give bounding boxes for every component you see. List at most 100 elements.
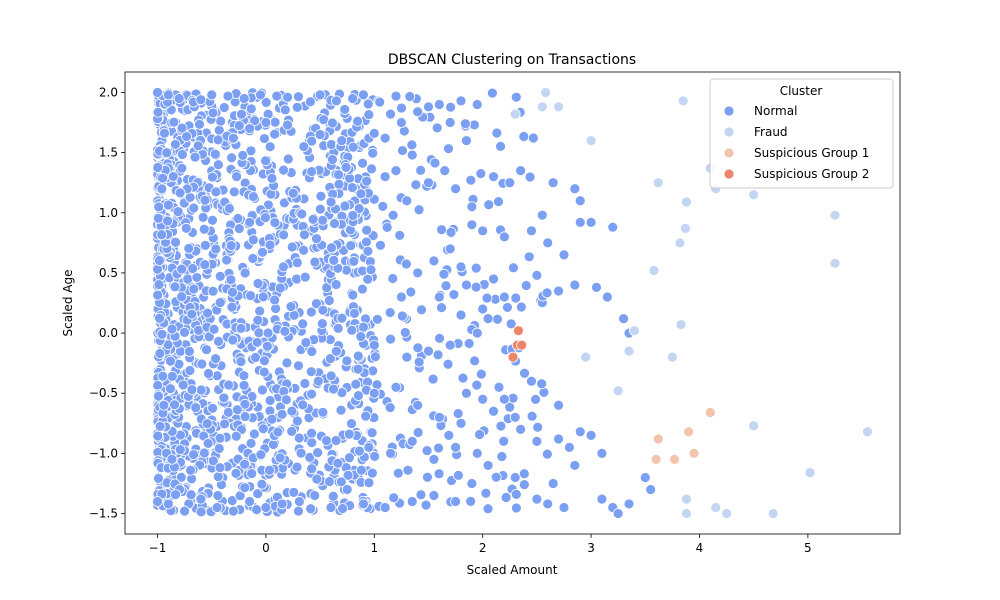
- scatter-point-suspicious-group-1: [683, 426, 695, 438]
- y-tick-label: −1.5: [89, 507, 118, 521]
- scatter-point-normal: [366, 467, 378, 479]
- scatter-point-normal: [255, 89, 266, 101]
- scatter-point-normal: [314, 129, 326, 140]
- scatter-point-normal: [327, 490, 339, 502]
- scatter-point-normal: [523, 251, 535, 263]
- scatter-point-normal: [309, 256, 321, 268]
- scatter-point-normal: [177, 379, 189, 391]
- scatter-point-normal: [300, 337, 312, 348]
- scatter-point-normal: [332, 457, 344, 469]
- scatter-point-normal: [470, 262, 482, 274]
- scatter-point-normal: [395, 117, 407, 128]
- scatter-point-normal: [323, 295, 335, 306]
- scatter-point-normal: [269, 217, 281, 229]
- scatter-point-normal: [363, 477, 375, 489]
- scatter-point-normal: [466, 219, 478, 231]
- scatter-point-normal: [368, 127, 380, 139]
- scatter-point-normal: [264, 395, 276, 406]
- scatter-point-normal: [186, 308, 198, 320]
- x-axis-label: Scaled Amount: [467, 563, 558, 577]
- scatter-point-normal: [341, 355, 353, 367]
- scatter-point-fraud: [540, 87, 551, 98]
- scatter-point-normal: [471, 447, 483, 459]
- scatter-point-fraud: [804, 467, 816, 479]
- scatter-point-normal: [214, 270, 226, 282]
- scatter-point-normal: [355, 188, 367, 200]
- scatter-point-fraud: [748, 420, 760, 432]
- scatter-point-normal: [166, 370, 178, 382]
- scatter-point-normal: [186, 384, 198, 396]
- scatter-point-normal: [372, 313, 383, 325]
- scatter-point-normal: [264, 239, 276, 251]
- scatter-point-normal: [176, 149, 188, 160]
- legend-marker: [723, 105, 735, 117]
- scatter-point-normal: [612, 508, 624, 519]
- scatter-point-normal: [304, 96, 316, 108]
- scatter-point-suspicious-group-1: [704, 407, 716, 418]
- scatter-point-normal: [202, 307, 213, 319]
- scatter-point-normal: [291, 257, 303, 269]
- scatter-point-fraud: [629, 325, 640, 337]
- scatter-point-normal: [329, 218, 340, 229]
- scatter-point-fraud: [580, 351, 592, 363]
- scatter-point-fraud: [652, 177, 664, 189]
- scatter-point-normal: [224, 203, 235, 214]
- scatter-point-normal: [341, 484, 353, 495]
- scatter-point-normal: [346, 324, 358, 336]
- scatter-point-normal: [387, 273, 399, 284]
- scatter-point-normal: [510, 488, 522, 500]
- scatter-point-normal: [553, 433, 564, 445]
- scatter-point-normal: [251, 336, 263, 348]
- scatter-point-normal: [369, 451, 381, 462]
- scatter-point-normal: [347, 210, 359, 221]
- scatter-point-normal: [387, 209, 399, 221]
- scatter-point-normal: [553, 285, 564, 297]
- scatter-point-normal: [450, 183, 461, 195]
- scatter-point-normal: [201, 418, 213, 429]
- scatter-point-normal: [405, 286, 417, 298]
- scatter-point-normal: [198, 447, 210, 459]
- scatter-point-normal: [153, 390, 164, 402]
- scatter-point-normal: [230, 467, 242, 479]
- scatter-point-normal: [460, 118, 471, 130]
- scatter-point-normal: [247, 191, 259, 202]
- chart-title: DBSCAN Clustering on Transactions: [388, 52, 636, 68]
- scatter-point-normal: [305, 366, 317, 378]
- scatter-point-normal: [440, 280, 452, 292]
- scatter-point-normal: [164, 383, 176, 395]
- scatter-point-normal: [342, 469, 354, 481]
- scatter-point-normal: [327, 117, 338, 129]
- scatter-point-normal: [291, 461, 303, 473]
- scatter-point-normal: [196, 358, 208, 370]
- x-tick-label: 1: [370, 541, 378, 555]
- scatter-point-normal: [470, 281, 482, 293]
- plot-frame: [124, 71, 901, 535]
- scatter-point-normal: [276, 408, 288, 420]
- scatter-point-normal: [210, 186, 222, 198]
- scatter-point-normal: [412, 267, 424, 279]
- scatter-point-normal: [353, 390, 364, 401]
- scatter-point-normal: [461, 135, 472, 146]
- scatter-point-normal: [410, 179, 422, 191]
- scatter-point-normal: [336, 312, 348, 324]
- scatter-point-normal: [244, 216, 256, 228]
- y-tick-label: 1.5: [99, 146, 118, 160]
- legend-box: [709, 78, 894, 189]
- scatter-point-normal: [585, 216, 597, 228]
- scatter-point-normal: [157, 172, 169, 184]
- scatter-point-normal: [374, 96, 386, 108]
- scatter-point-normal: [210, 243, 222, 255]
- scatter-point-normal: [288, 486, 300, 498]
- scatter-point-normal: [327, 154, 338, 165]
- scatter-point-normal: [343, 428, 355, 440]
- scatter-point-normal: [344, 452, 355, 464]
- scatter-point-normal: [455, 261, 467, 273]
- scatter-point-normal: [482, 460, 494, 471]
- scatter-point-normal: [443, 143, 454, 155]
- scatter-point-normal: [519, 367, 530, 379]
- scatter-point-normal: [252, 278, 264, 289]
- scatter-point-normal: [469, 355, 481, 367]
- scatter-point-normal: [312, 375, 324, 387]
- scatter-point-normal: [401, 351, 413, 363]
- scatter-point-normal: [639, 472, 651, 483]
